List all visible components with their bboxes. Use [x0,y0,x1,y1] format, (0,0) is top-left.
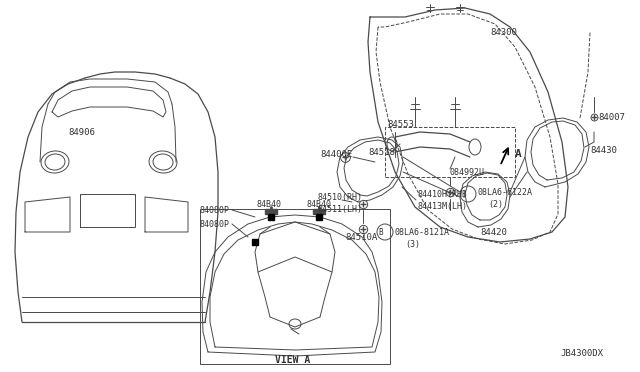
Bar [385,127,515,177]
Text: 84080P: 84080P [200,219,230,228]
Text: (2): (2) [488,199,503,208]
Text: B: B [379,228,383,237]
Text: 84420: 84420 [480,228,507,237]
Text: 08LA6-6122A: 08LA6-6122A [478,187,533,196]
Text: 84510(RH): 84510(RH) [318,192,363,202]
Text: 84413M(LH): 84413M(LH) [418,202,468,211]
Text: 84430: 84430 [590,145,617,154]
Text: 84007: 84007 [598,112,625,122]
Bar [313,209,325,214]
Text: 84400E: 84400E [320,150,352,158]
Text: 84B40: 84B40 [257,199,282,208]
Text: 84410H(RH): 84410H(RH) [418,189,468,199]
Text: B: B [461,189,467,199]
Text: 84906: 84906 [68,128,95,137]
Text: 84080P: 84080P [200,205,230,215]
Bar [200,209,390,364]
Text: 84511(LH): 84511(LH) [318,205,363,214]
Bar [265,209,277,214]
Text: (3): (3) [405,240,420,248]
Text: 84518: 84518 [368,148,395,157]
Text: 84300: 84300 [490,28,517,36]
Text: JB4300DX: JB4300DX [560,350,603,359]
Text: 84B40: 84B40 [307,199,332,208]
Text: A: A [515,149,522,159]
Text: 08LA6-8121A: 08LA6-8121A [395,228,450,237]
Text: 84510A: 84510A [345,232,377,241]
Text: 84553: 84553 [387,119,414,128]
Text: VIEW A: VIEW A [275,355,310,365]
Text: 084992U: 084992U [450,167,485,176]
